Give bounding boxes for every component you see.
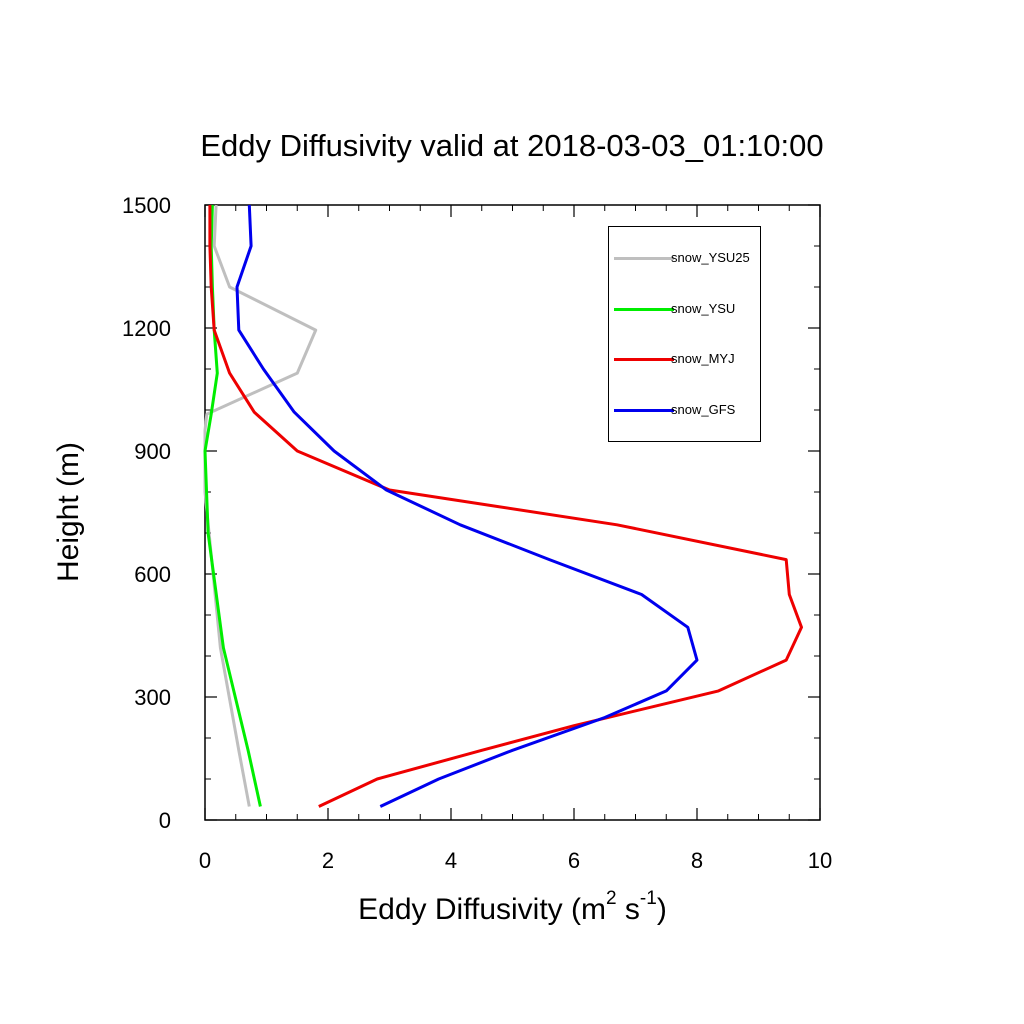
y-tick-label: 600 bbox=[134, 562, 171, 587]
x-tick-label: 0 bbox=[199, 848, 211, 873]
legend-line bbox=[614, 257, 674, 260]
x-tick-label: 8 bbox=[691, 848, 703, 873]
x-tick-label: 6 bbox=[568, 848, 580, 873]
legend-label: snow_MYJ bbox=[671, 351, 735, 366]
legend-item: snow_YSU bbox=[609, 299, 760, 319]
legend-item: snow_YSU25 bbox=[609, 248, 760, 268]
series-line-snow_GFS bbox=[235, 204, 699, 808]
legend-line bbox=[614, 308, 674, 311]
legend-line bbox=[614, 358, 674, 361]
legend-item: snow_MYJ bbox=[609, 349, 760, 369]
y-axis-label: Height (m) bbox=[52, 441, 85, 583]
legend-label: snow_YSU25 bbox=[671, 250, 750, 265]
y-tick-label: 0 bbox=[159, 808, 171, 833]
y-tick-label: 1500 bbox=[122, 193, 171, 218]
y-tick-label: 300 bbox=[134, 685, 171, 710]
x-axis-label: Eddy Diffusivity (m2 s-1) bbox=[205, 889, 820, 927]
series-line-snow_YSU25 bbox=[203, 204, 318, 807]
x-axis-label-end: ) bbox=[656, 893, 667, 926]
x-tick-label: 10 bbox=[808, 848, 832, 873]
series-line-snow_MYJ bbox=[208, 205, 803, 808]
x-axis-label-main: Eddy Diffusivity (m bbox=[358, 893, 606, 926]
x-axis-label-sup1: 2 bbox=[606, 888, 617, 909]
y-tick-label: 1200 bbox=[122, 316, 171, 341]
x-axis-label-sup2: -1 bbox=[639, 888, 657, 909]
legend-label: snow_YSU bbox=[671, 301, 736, 316]
series-lines bbox=[203, 204, 803, 808]
chart-title: Eddy Diffusivity valid at 2018-03-03_01:… bbox=[200, 128, 824, 163]
legend: snow_YSU25 snow_YSU snow_MYJ snow_GFS bbox=[608, 226, 761, 442]
tick-labels: 0 2 4 6 8 10 0 300 600 900 1200 1500 bbox=[122, 193, 832, 873]
axis-ticks bbox=[204, 204, 821, 821]
x-tick-label: 4 bbox=[445, 848, 457, 873]
x-axis-label-mid: s bbox=[616, 893, 640, 926]
legend-item: snow_GFS bbox=[609, 400, 760, 420]
legend-line bbox=[614, 409, 674, 412]
x-tick-label: 2 bbox=[322, 848, 334, 873]
legend-label: snow_GFS bbox=[671, 402, 736, 417]
y-tick-label: 900 bbox=[134, 439, 171, 464]
